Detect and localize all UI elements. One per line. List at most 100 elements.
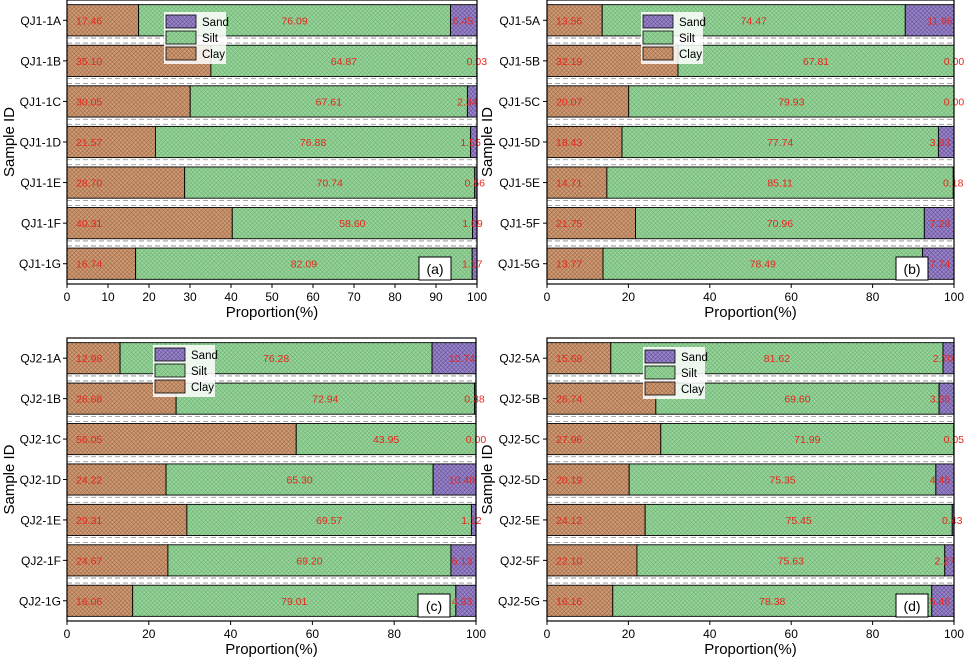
legend-swatch-sand: [166, 15, 196, 28]
data-label-clay: 40.31: [76, 218, 102, 230]
x-tick-label: 80: [388, 627, 402, 641]
data-label-clay: 16.16: [556, 596, 582, 608]
category-label: QJ1-1A: [20, 14, 61, 28]
x-tick-label: 0: [64, 627, 71, 641]
data-label-clay: 20.19: [556, 475, 582, 487]
data-label-silt: 69.20: [296, 555, 322, 567]
data-label-clay: 21.75: [556, 218, 582, 230]
category-label: QJ1-1E: [20, 176, 61, 190]
data-label-sand: 1.09: [462, 218, 483, 230]
category-label: QJ2-5A: [499, 352, 540, 366]
data-label-sand: 3.66: [930, 394, 951, 406]
panel-label: (c): [426, 598, 442, 614]
category-label: QJ1-1G: [19, 257, 61, 271]
data-label-sand: 7.74: [930, 259, 951, 271]
panel-label-box: (c): [418, 594, 450, 617]
x-tick-label: 100: [944, 627, 964, 641]
category-label: QJ1-5G: [498, 257, 540, 271]
data-label-sand: 0.43: [942, 515, 963, 527]
category-label: QJ1-5D: [499, 136, 541, 150]
x-tick-label: 90: [429, 290, 443, 304]
category-label: QJ2-5E: [499, 513, 540, 527]
data-label-clay: 13.77: [556, 259, 582, 271]
legend-swatch-silt: [166, 31, 196, 44]
data-label-clay: 56.05: [76, 434, 102, 446]
legend-label-sand: Sand: [202, 17, 229, 29]
data-label-clay: 24.12: [556, 515, 582, 527]
legend-swatch-clay: [166, 47, 196, 60]
x-tick-label: 80: [388, 290, 402, 304]
category-label: QJ1-1F: [21, 217, 61, 231]
x-tick-label: 20: [622, 290, 636, 304]
category-label: QJ2-5D: [499, 473, 541, 487]
x-tick-label: 40: [224, 290, 238, 304]
data-label-clay: 21.57: [76, 137, 102, 149]
data-label-silt: 77.74: [767, 137, 793, 149]
category-label: QJ2-5G: [498, 594, 540, 608]
x-axis-title: Proportion(%): [226, 304, 319, 321]
x-tick-label: 100: [944, 290, 964, 304]
category-label: QJ1-5C: [499, 95, 541, 109]
x-tick-label: 50: [265, 290, 279, 304]
category-label: QJ1-5B: [499, 54, 540, 68]
data-label-silt: 64.87: [331, 56, 357, 68]
data-label-clay: 12.98: [76, 353, 102, 365]
data-label-clay: 17.46: [76, 15, 102, 27]
legend-label-sand: Sand: [681, 352, 708, 364]
data-label-silt: 67.81: [803, 56, 829, 68]
category-label: QJ1-1D: [20, 136, 62, 150]
data-label-clay: 13.56: [556, 15, 582, 27]
category-label: QJ2-5F: [500, 554, 540, 568]
data-label-sand: 11.96: [927, 15, 953, 27]
legend-swatch-sand: [645, 350, 675, 363]
data-label-sand: 1.55: [460, 137, 481, 149]
data-label-sand: 6.13: [452, 555, 473, 567]
data-label-silt: 43.95: [373, 434, 399, 446]
category-label: QJ1-5A: [499, 14, 540, 28]
data-label-silt: 75.63: [778, 555, 804, 567]
data-label-clay: 24.67: [76, 555, 102, 567]
category-label: QJ2-5B: [499, 392, 540, 406]
data-label-sand: 0.38: [464, 394, 485, 406]
panel-label-box: (a): [419, 257, 451, 280]
panel-label: (b): [903, 261, 920, 277]
data-label-sand: 1.17: [462, 259, 483, 271]
category-label: QJ1-5F: [500, 217, 540, 231]
data-label-clay: 26.68: [76, 394, 102, 406]
category-label: QJ2-1B: [20, 392, 61, 406]
data-label-silt: 75.45: [786, 515, 812, 527]
data-label-clay: 30.05: [76, 96, 102, 108]
x-tick-label: 20: [142, 627, 156, 641]
panel-label-box: (b): [896, 257, 928, 280]
legend-label-clay: Clay: [202, 49, 225, 61]
data-label-sand: 4.46: [930, 475, 951, 487]
legend-swatch-silt: [643, 31, 673, 44]
data-label-silt: 78.49: [750, 259, 776, 271]
data-label-clay: 16.74: [76, 259, 102, 271]
data-label-sand: 2.34: [457, 96, 478, 108]
data-label-silt: 78.38: [759, 596, 785, 608]
x-tick-label: 60: [785, 290, 799, 304]
legend-label-silt: Silt: [681, 368, 698, 380]
legend-label-sand: Sand: [679, 17, 706, 29]
x-tick-label: 40: [224, 627, 238, 641]
x-tick-label: 80: [866, 290, 880, 304]
category-label: QJ2-1A: [20, 352, 61, 366]
data-label-silt: 85.11: [767, 178, 793, 190]
x-axis-title: Proportion(%): [225, 641, 318, 658]
legend-label-silt: Silt: [679, 33, 696, 45]
legend-label-clay: Clay: [679, 49, 702, 61]
data-label-silt: 76.09: [281, 15, 307, 27]
legend-swatch-silt: [155, 364, 185, 377]
x-tick-label: 0: [64, 290, 71, 304]
x-tick-label: 80: [866, 627, 880, 641]
legend-swatch-clay: [643, 47, 673, 60]
category-label: QJ2-1C: [20, 433, 62, 447]
y-axis-title: Sample ID: [479, 444, 496, 514]
legend-label-clay: Clay: [191, 382, 214, 394]
